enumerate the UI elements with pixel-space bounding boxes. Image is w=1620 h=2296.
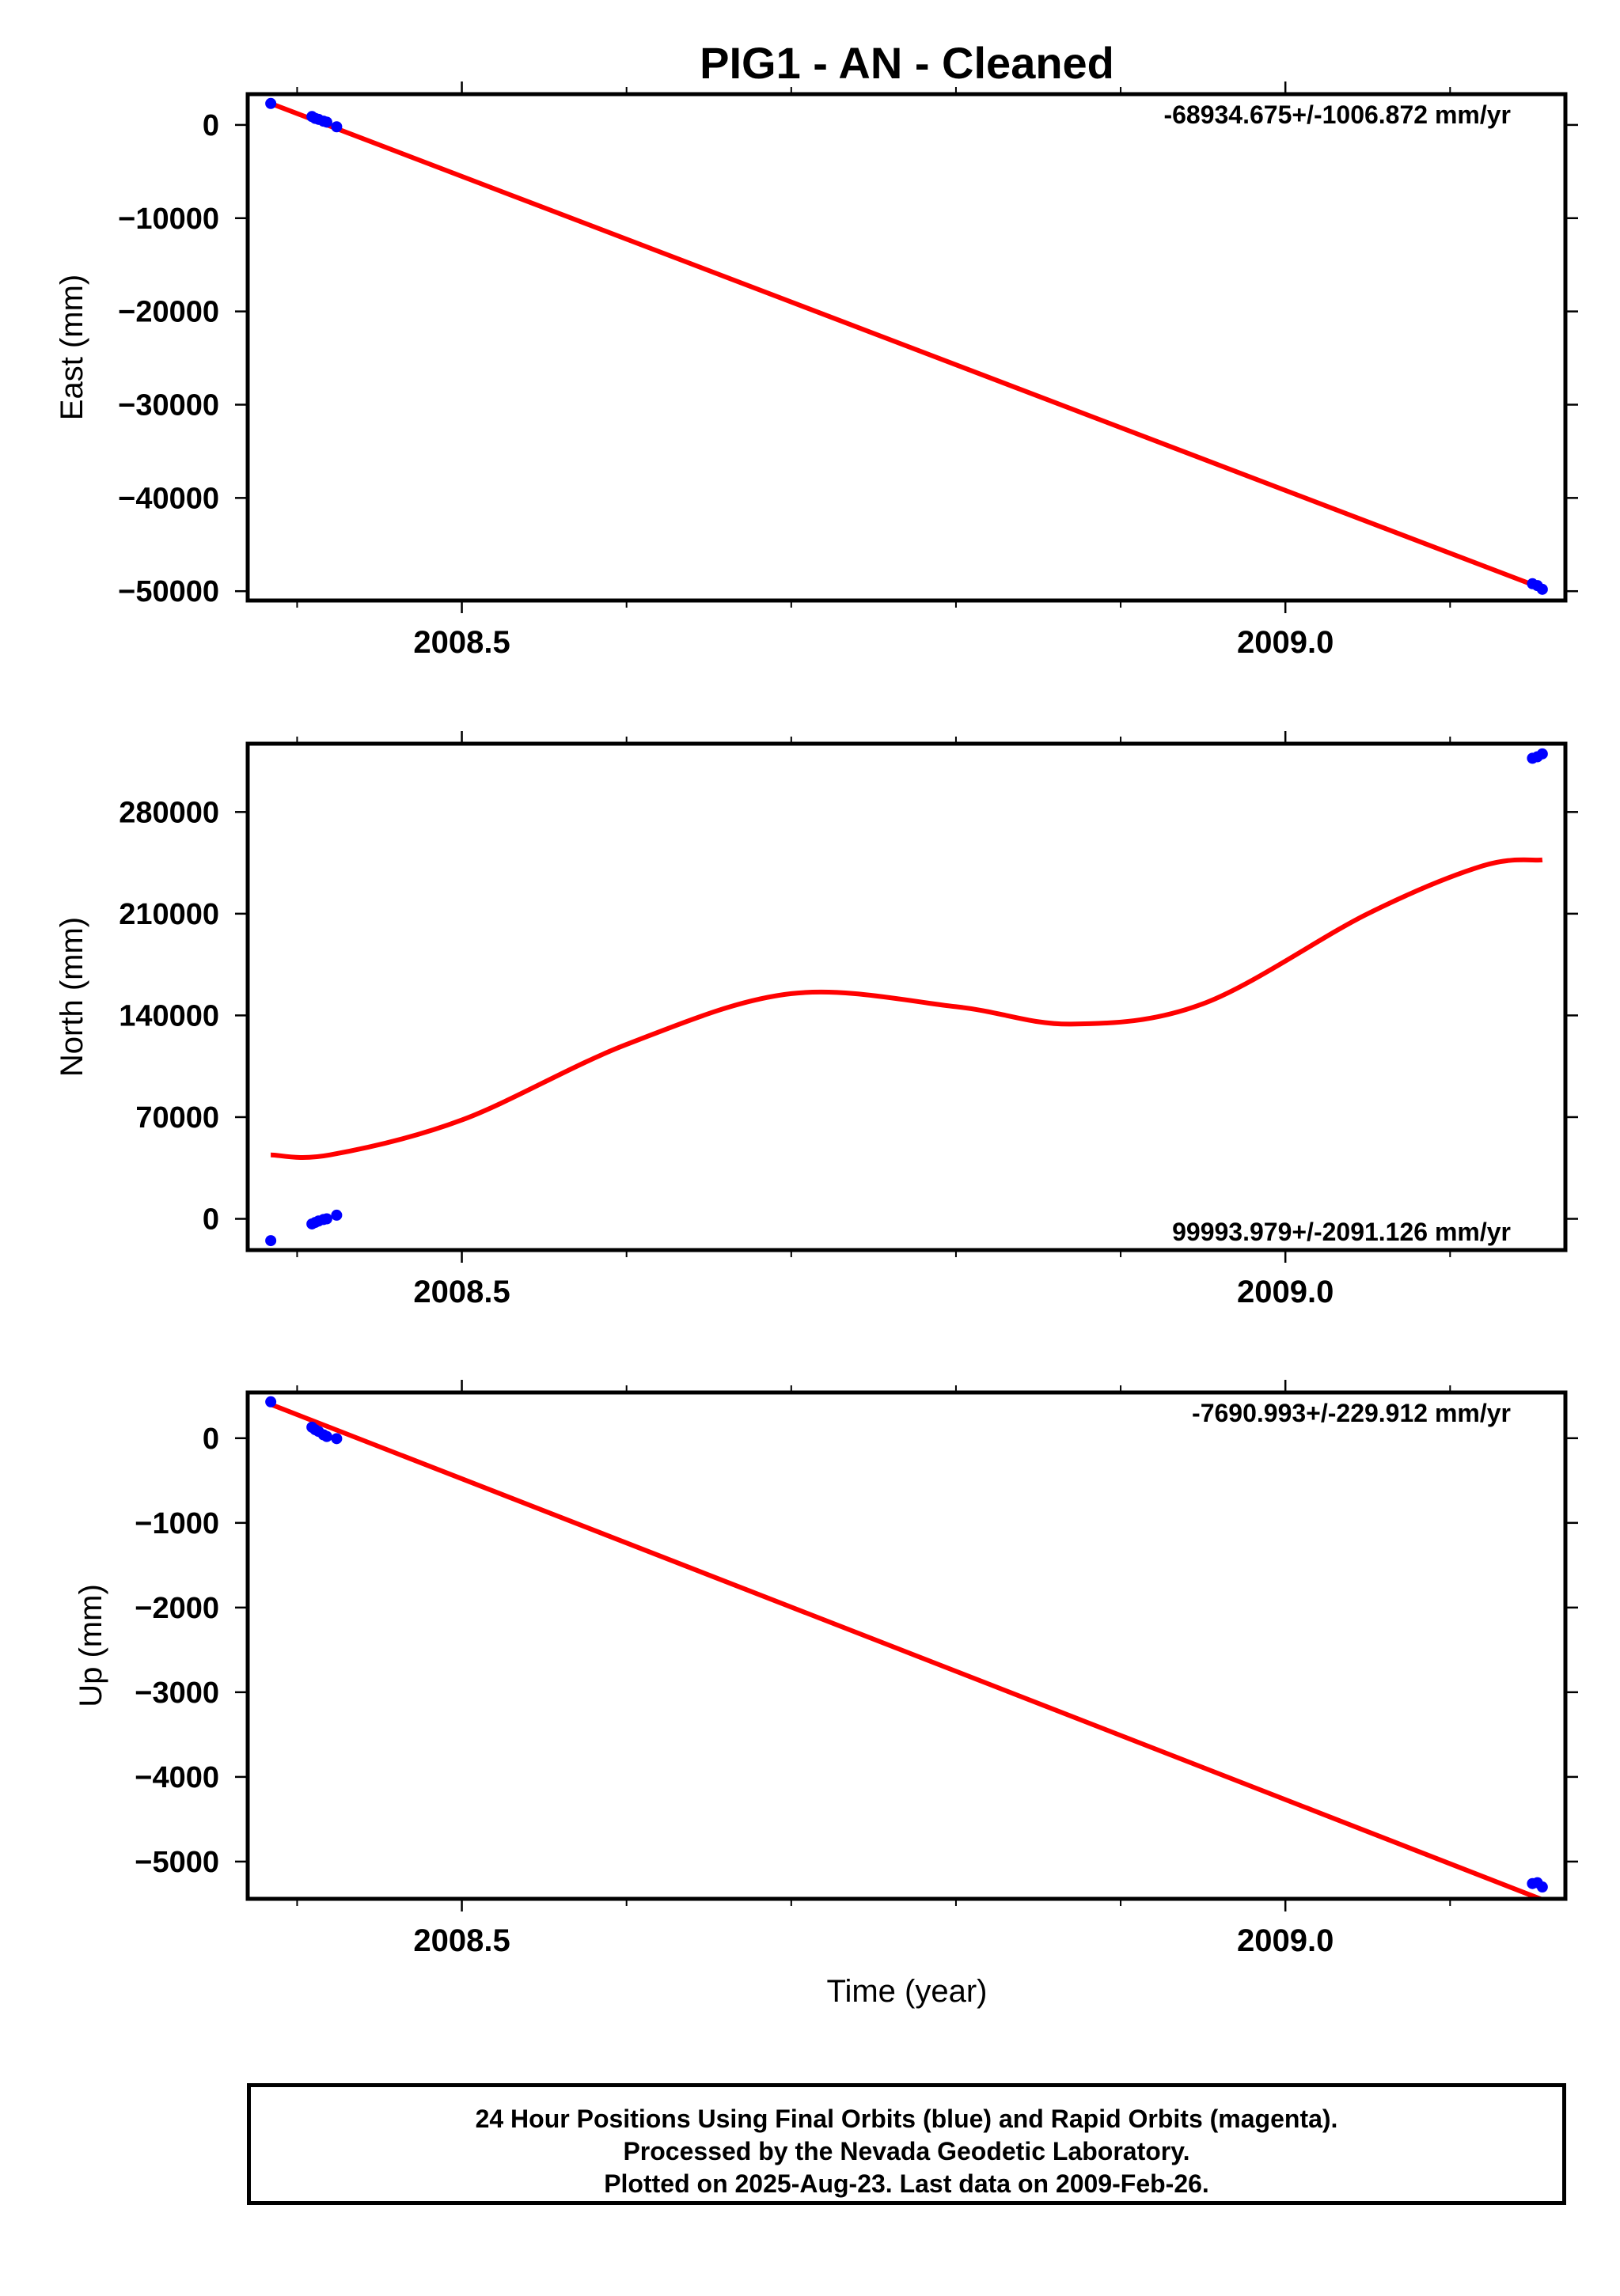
x-axis-label: Time (year) bbox=[827, 1974, 988, 2009]
y-tick-label: 280000 bbox=[119, 796, 219, 829]
y-tick-label: 140000 bbox=[119, 999, 219, 1032]
x-tick-label: 2008.5 bbox=[413, 625, 510, 660]
x-tick-label: 2008.5 bbox=[413, 1923, 510, 1958]
chart-title: PIG1 - AN - Cleaned bbox=[700, 38, 1114, 88]
y-tick-label: −3000 bbox=[135, 1677, 219, 1710]
y-tick-label: −50000 bbox=[118, 575, 219, 608]
data-point bbox=[265, 1396, 277, 1408]
y-tick-label: −40000 bbox=[118, 482, 219, 515]
panel-2: 2008.5 2009.0 0 70000 140000 210000 280000 Nort… bbox=[55, 731, 1578, 1309]
y-tick-label: 70000 bbox=[135, 1101, 219, 1135]
y-tick-label: −2000 bbox=[135, 1592, 219, 1625]
panel-1: 2008.5 2009.0 0 −10000 −20000 −30000 −40000 −50… bbox=[55, 81, 1578, 660]
fit-line bbox=[270, 100, 1543, 591]
x-tick-label: 2009.0 bbox=[1237, 1923, 1334, 1958]
data-point bbox=[1536, 1881, 1548, 1893]
data-point bbox=[265, 1235, 277, 1247]
data-point bbox=[321, 116, 332, 128]
data-point bbox=[321, 1430, 332, 1442]
y-tick-label: 0 bbox=[203, 1423, 219, 1456]
panels-group: 2008.5 2009.00−10000−20000−30000−40000−50… bbox=[55, 81, 1578, 2009]
plot-frame bbox=[245, 1390, 1568, 1901]
y-tick-label: −1000 bbox=[135, 1507, 219, 1540]
data-point bbox=[331, 1433, 343, 1445]
plot-frame bbox=[245, 92, 1568, 603]
y-tick-label: 0 bbox=[203, 109, 219, 142]
y-tick-label: −4000 bbox=[135, 1761, 219, 1794]
y-tick-label: −20000 bbox=[118, 296, 219, 329]
rate-annotation: -7690.993+/-229.912 mm/yr bbox=[1192, 1399, 1511, 1427]
data-point bbox=[1536, 583, 1548, 595]
data-point bbox=[331, 121, 343, 133]
x-tick-label: 2008.5 bbox=[413, 1275, 510, 1309]
rate-annotation: 99993.979+/-2091.126 mm/yr bbox=[1172, 1218, 1511, 1246]
footer-line-2: Processed by the Nevada Geodetic Laborat… bbox=[623, 2137, 1190, 2165]
x-tick-label: 2009.0 bbox=[1237, 1275, 1334, 1309]
fit-line bbox=[270, 1402, 1543, 1899]
y-axis-label: North (mm) bbox=[55, 917, 89, 1077]
data-point bbox=[1536, 748, 1548, 760]
y-tick-label: −5000 bbox=[135, 1846, 219, 1879]
rate-annotation: -68934.675+/-1006.872 mm/yr bbox=[1163, 100, 1511, 129]
x-tick-label: 2009.0 bbox=[1237, 625, 1334, 660]
plot-data-area bbox=[265, 97, 1548, 595]
footer-line-1: 24 Hour Positions Using Final Orbits (bl… bbox=[475, 2105, 1338, 2133]
y-tick-label: 0 bbox=[203, 1203, 219, 1237]
data-point bbox=[321, 1213, 332, 1225]
data-point bbox=[331, 1209, 343, 1221]
y-tick-label: −30000 bbox=[118, 388, 219, 422]
y-axis-label: Up (mm) bbox=[74, 1584, 108, 1707]
plot-frame bbox=[245, 741, 1568, 1252]
plot-data-area bbox=[265, 748, 1548, 1247]
fit-curve bbox=[270, 857, 1543, 1160]
y-tick-label: −10000 bbox=[118, 203, 219, 236]
plot-data-area bbox=[265, 1396, 1548, 1899]
footer-box: 24 Hour Positions Using Final Orbits (bl… bbox=[247, 2083, 1566, 2205]
panel-3: 2008.5 2009.0 0 −1000 −2000 −3000 −4000 −5000 Up… bbox=[74, 1380, 1578, 2009]
footer-line-3: Plotted on 2025-Aug-23. Last data on 200… bbox=[604, 2169, 1209, 2198]
y-axis-label: East (mm) bbox=[55, 275, 89, 420]
y-tick-label: 210000 bbox=[119, 898, 219, 931]
data-point bbox=[265, 97, 277, 109]
